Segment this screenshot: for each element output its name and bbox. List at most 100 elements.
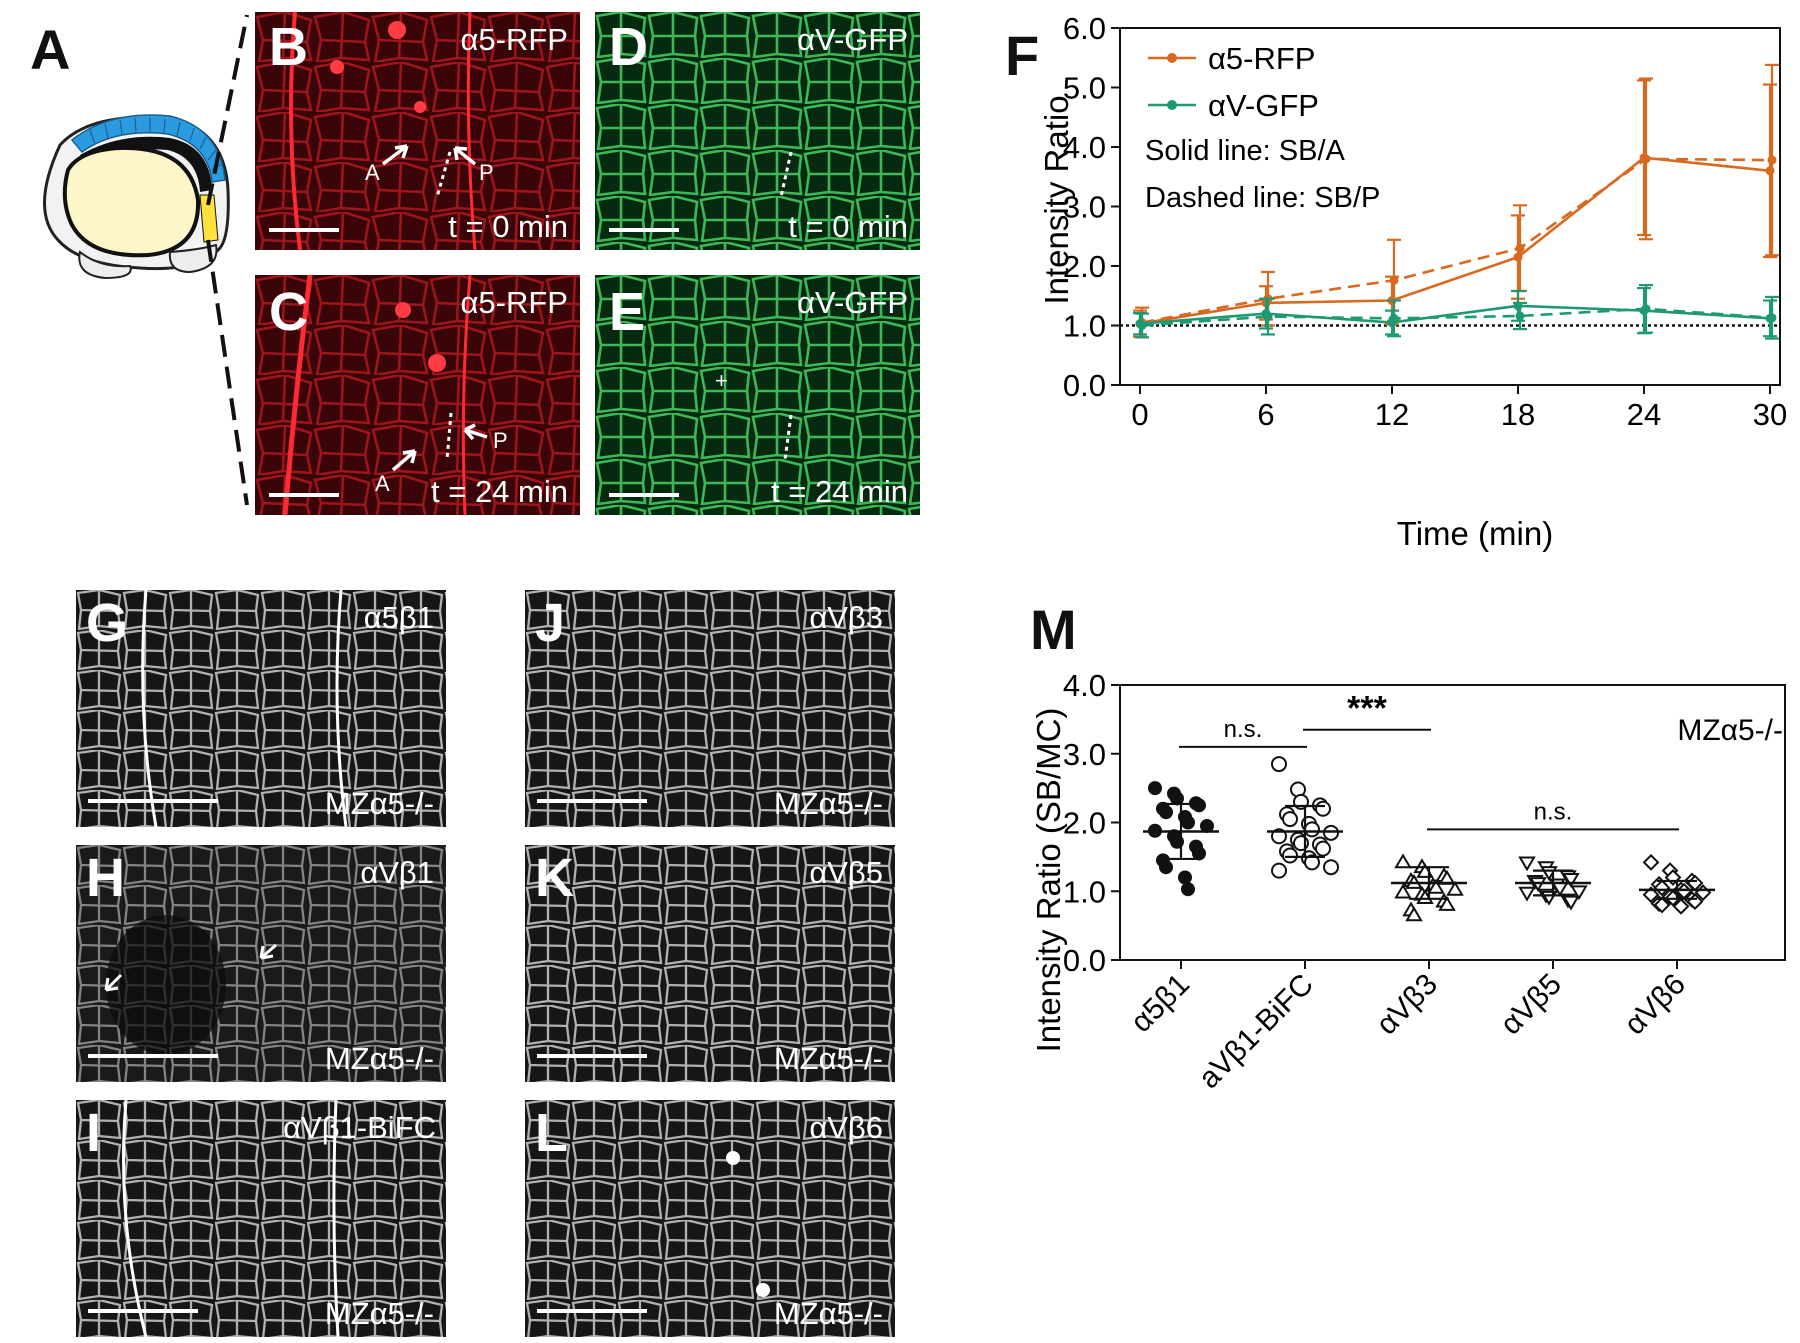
significance-label: n.s. — [1534, 798, 1573, 825]
data-point — [1159, 805, 1173, 820]
data-point — [1389, 275, 1399, 285]
data-point — [1192, 798, 1206, 813]
data-point — [1562, 872, 1580, 888]
panel-label-b: B — [269, 17, 308, 77]
genotype-label: MZα5-/- — [324, 1296, 434, 1331]
y-tick-label: 1.0 — [1063, 309, 1106, 344]
data-point — [1137, 321, 1147, 330]
scale-bar — [269, 228, 339, 232]
data-point — [1271, 828, 1287, 845]
construct-label: α5β1 — [363, 600, 434, 635]
micrograph-g: G α5β1 MZα5-/- — [76, 590, 446, 827]
x-axis-label: Time (min) — [1397, 515, 1553, 552]
micrograph-h: H αVβ1 MZα5-/- — [76, 845, 446, 1082]
panel-label-l: L — [535, 1103, 568, 1163]
data-point — [1518, 856, 1536, 872]
construct-label: αVβ1-BiFC — [283, 1110, 436, 1145]
panel-label-h: H — [86, 848, 125, 908]
data-point — [1672, 897, 1690, 915]
data-point — [1178, 870, 1192, 885]
zoom-lines — [206, 14, 249, 506]
micrograph-b: B α5-RFP A P t = 0 min — [255, 12, 580, 250]
genotype-label: MZα5-/- — [324, 786, 434, 821]
micrograph-c: C α5-RFP A P t = 24 min — [255, 275, 580, 515]
data-point — [1159, 860, 1173, 875]
construct-label: αVβ3 — [809, 600, 883, 635]
channel-label: αV-GFP — [797, 22, 908, 57]
channel-label: αV-GFP — [797, 285, 908, 320]
x-tick-label: 12 — [1375, 397, 1409, 432]
scale-bar — [537, 799, 647, 803]
panel-label-k: K — [535, 848, 574, 908]
data-point — [1653, 879, 1671, 897]
x-tick-label: 6 — [1257, 397, 1274, 432]
data-point — [1427, 878, 1445, 894]
scale-bar — [537, 1309, 647, 1313]
arrow-label-a: A — [365, 160, 380, 185]
series-line — [1141, 307, 1773, 327]
x-tick-label: aVβ1-BiFC — [1192, 968, 1319, 1095]
data-point — [1323, 824, 1339, 841]
scale-bar — [537, 1054, 647, 1058]
arrow-label-p: P — [479, 160, 494, 185]
scale-bar — [88, 1054, 218, 1058]
data-point — [1405, 906, 1423, 922]
y-tick-label: 1.0 — [1063, 874, 1106, 909]
data-point — [1304, 821, 1320, 838]
series-line — [1139, 304, 1771, 326]
data-point — [1304, 854, 1320, 871]
legend-swatch-marker — [1167, 53, 1177, 63]
data-point — [1181, 882, 1195, 897]
x-tick-label: αVβ3 — [1370, 968, 1444, 1042]
data-point — [1263, 312, 1273, 322]
data-point — [1570, 885, 1588, 901]
micrograph-k: K αVβ5 MZα5-/- — [525, 845, 895, 1082]
legend-label: αV-GFP — [1208, 88, 1319, 123]
panel-label-c: C — [269, 282, 308, 342]
data-point — [1641, 304, 1651, 314]
construct-label: αVβ5 — [809, 855, 883, 890]
panel-label-f: F — [1005, 24, 1040, 87]
micrograph-e: E αV-GFP + t = 24 min — [595, 275, 920, 515]
time-label: t = 0 min — [448, 209, 568, 244]
time-label: t = 0 min — [788, 209, 908, 244]
data-point — [1394, 883, 1412, 899]
legend-label: α5-RFP — [1208, 41, 1316, 76]
genotype-label: MZα5-/- — [773, 1041, 883, 1076]
scale-bar — [88, 1309, 198, 1313]
significance-label: n.s. — [1224, 716, 1263, 743]
significance-label: *** — [1347, 690, 1387, 728]
x-tick-label: 24 — [1627, 397, 1661, 432]
data-point — [1192, 846, 1206, 861]
data-point — [1181, 815, 1195, 830]
x-tick-label: 18 — [1501, 397, 1535, 432]
data-point — [1446, 880, 1464, 896]
scale-bar — [609, 493, 679, 497]
time-label: t = 24 min — [431, 474, 568, 509]
panel-label-i: I — [86, 1103, 102, 1163]
y-tick-label: 4.0 — [1063, 130, 1106, 165]
scale-bar — [88, 799, 218, 803]
data-point — [1438, 896, 1456, 911]
data-point — [1200, 818, 1214, 833]
arrow-label-a: A — [375, 471, 390, 496]
data-point — [1642, 886, 1660, 904]
panel-label-g: G — [86, 593, 129, 653]
data-point — [1515, 243, 1525, 253]
data-point — [1315, 840, 1331, 857]
y-tick-label: 3.0 — [1063, 737, 1106, 772]
construct-label: αVβ6 — [809, 1110, 883, 1145]
x-tick-label: αVβ6 — [1618, 968, 1692, 1042]
embryo-schematic — [43, 114, 230, 280]
data-point — [1653, 896, 1671, 914]
data-point — [1271, 862, 1287, 879]
data-point — [1323, 859, 1339, 876]
plus-mark: + — [715, 368, 728, 393]
scale-bar — [609, 228, 679, 232]
y-tick-label: 5.0 — [1063, 71, 1106, 106]
legend-note: Dashed line: SB/P — [1145, 182, 1380, 214]
series-line — [1141, 157, 1773, 324]
channel-label: α5-RFP — [460, 285, 569, 320]
data-point — [1515, 311, 1525, 321]
data-point — [1641, 154, 1651, 164]
